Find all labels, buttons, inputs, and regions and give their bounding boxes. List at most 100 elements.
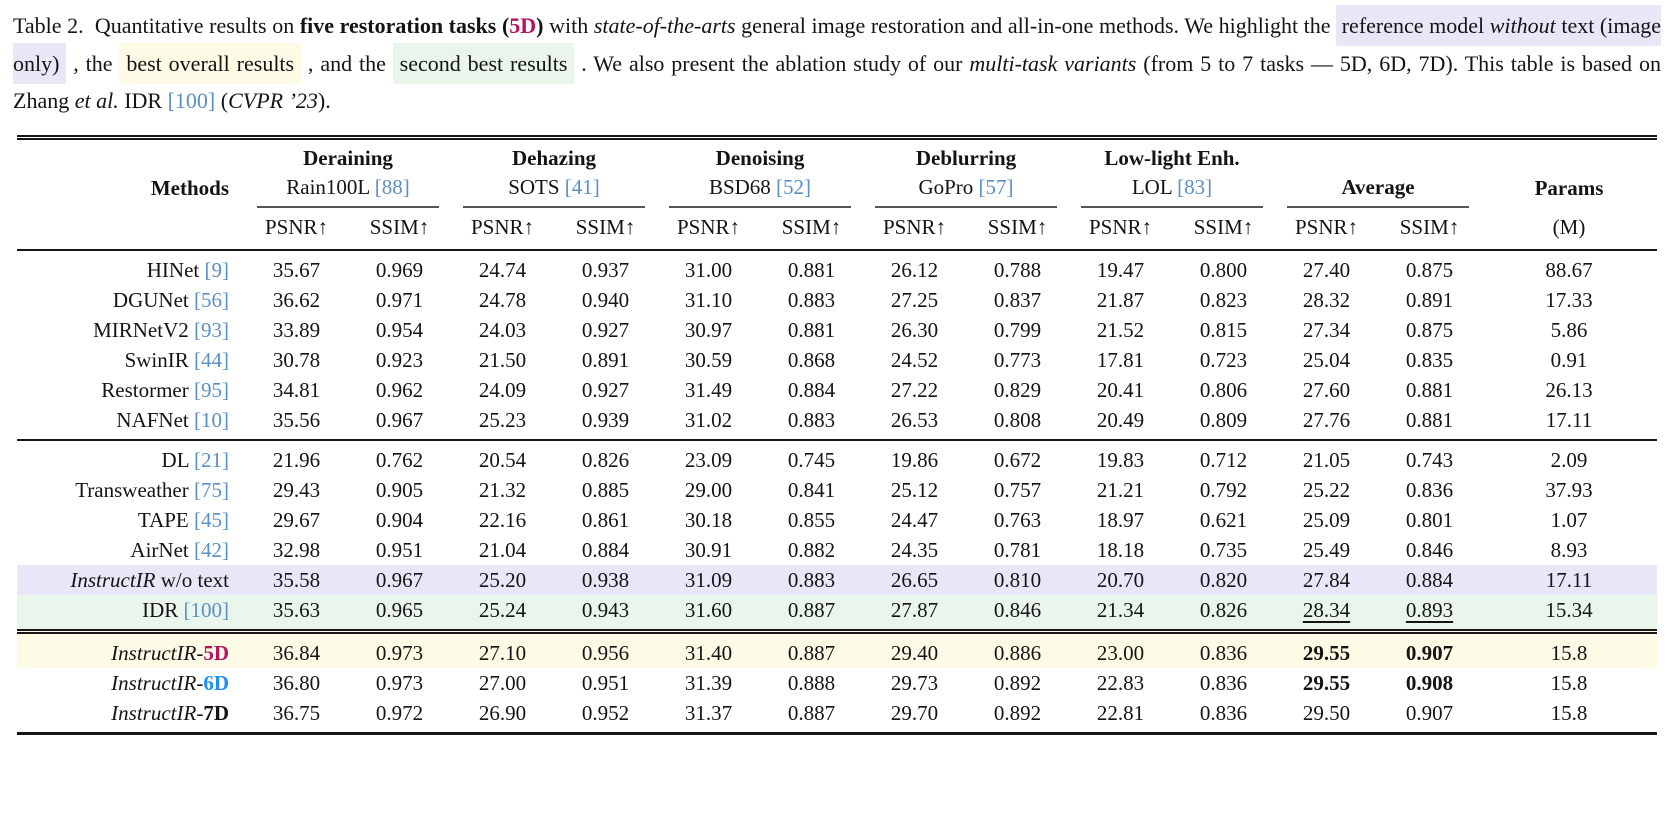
table-row: Restormer [95] 34.81 0.962 24.09 0.927 31.49 0… bbox=[17, 375, 1657, 405]
col-header-ssim: SSIM↑ bbox=[1193, 214, 1254, 239]
dataset-name: Rain100L bbox=[286, 174, 370, 199]
citation-link[interactable]: [100] bbox=[183, 597, 230, 622]
metric-value: 0.875 bbox=[1405, 317, 1454, 342]
metric-value: 17.33 bbox=[1545, 287, 1593, 312]
citation-link[interactable]: [57] bbox=[978, 174, 1014, 199]
caption-segment: . We also present the ablation study of … bbox=[574, 50, 970, 76]
method-name: Restormer bbox=[101, 377, 194, 402]
metric-value: 27.22 bbox=[890, 377, 939, 402]
caption-segment: multi-task variants bbox=[969, 50, 1137, 76]
citation-link[interactable]: [9] bbox=[204, 257, 230, 282]
task-label: Dehazing bbox=[512, 145, 596, 170]
column-rule bbox=[1081, 205, 1263, 208]
metric-value: 15.8 bbox=[1550, 700, 1588, 725]
citation-link[interactable]: [93] bbox=[194, 317, 229, 342]
citation-link[interactable]: [52] bbox=[776, 174, 812, 199]
metric-value: 15.8 bbox=[1550, 640, 1588, 665]
metric-value: 0.855 bbox=[787, 507, 836, 532]
metric-value: 31.37 bbox=[684, 700, 733, 725]
metric-value: 26.30 bbox=[890, 317, 939, 342]
metric-value: 34.81 bbox=[272, 377, 321, 402]
metric-value: 15.34 bbox=[1545, 597, 1593, 622]
citation-link[interactable]: [45] bbox=[194, 507, 229, 532]
metric-value: 0.881 bbox=[787, 257, 836, 282]
caption-segment: five restoration tasks ( bbox=[299, 13, 510, 38]
metric-value: 0.891 bbox=[581, 347, 630, 372]
citation-link[interactable]: [100] bbox=[167, 88, 216, 113]
metric-value: 27.40 bbox=[1302, 257, 1351, 282]
citation-link[interactable]: [42] bbox=[194, 537, 229, 562]
caption-segment: (from 5 to 7 tasks — 5D, 6D, 7D). This t… bbox=[13, 50, 1661, 114]
metric-value: 0.887 bbox=[787, 640, 836, 665]
metric-value: 0.973 bbox=[375, 670, 424, 695]
column-rule bbox=[875, 205, 1057, 208]
metric-value: 0.927 bbox=[581, 377, 630, 402]
metric-value: 21.21 bbox=[1096, 477, 1145, 502]
metric-value: 0.808 bbox=[993, 407, 1042, 432]
metric-value: 0.884 bbox=[787, 377, 836, 402]
metric-value: 0.938 bbox=[581, 567, 630, 592]
citation-link[interactable]: [21] bbox=[194, 447, 229, 472]
caption-segment: Table 2. Quantitative results on bbox=[13, 13, 300, 38]
metric-value: 23.00 bbox=[1096, 640, 1145, 665]
citation-link[interactable]: [41] bbox=[564, 174, 600, 199]
metric-value: 24.03 bbox=[478, 317, 527, 342]
table-caption: Table 2. Quantitative results on five re… bbox=[13, 5, 1661, 120]
caption-segment: IDR bbox=[118, 88, 168, 113]
metric-value: 21.05 bbox=[1302, 447, 1351, 472]
metric-value: 28.34 bbox=[1302, 597, 1351, 622]
dataset-header-rain100l: Rain100L [88] bbox=[245, 171, 451, 208]
caption-segment: second best results bbox=[392, 42, 575, 84]
col-header-params-unit: (M) bbox=[1552, 214, 1586, 239]
task-label: Denoising bbox=[715, 145, 805, 170]
caption-segment: without bbox=[1489, 5, 1556, 46]
table-row: DL [21] 21.96 0.762 20.54 0.826 23.09 0.745 19.… bbox=[17, 440, 1657, 475]
metric-header-row: PSNR↑ SSIM↑ PSNR↑ SSIM↑ PSNR↑ SSIM↑ PSNR… bbox=[17, 208, 1657, 250]
col-header-ssim: SSIM↑ bbox=[987, 214, 1048, 239]
citation-link[interactable]: [88] bbox=[374, 174, 410, 199]
col-header-ssim: SSIM↑ bbox=[781, 214, 842, 239]
metric-value: 26.65 bbox=[890, 567, 939, 592]
method-name: 7D bbox=[203, 700, 229, 725]
task-header-deraining: Deraining bbox=[245, 137, 451, 171]
metric-value: 0.971 bbox=[375, 287, 424, 312]
column-rule bbox=[1287, 205, 1469, 208]
metric-value: 0.923 bbox=[375, 347, 424, 372]
metric-value: 0.757 bbox=[993, 477, 1042, 502]
metric-value: 0.881 bbox=[787, 317, 836, 342]
metric-value: 0.952 bbox=[581, 700, 630, 725]
metric-value: 0.887 bbox=[787, 597, 836, 622]
citation-link[interactable]: [10] bbox=[194, 407, 229, 432]
spacer-cell bbox=[17, 137, 245, 171]
method-name: InstructIR bbox=[111, 640, 197, 665]
method-name: InstructIR bbox=[111, 670, 197, 695]
metric-value: 31.60 bbox=[684, 597, 733, 622]
metric-value: 0.884 bbox=[1405, 567, 1454, 592]
metric-value: 26.90 bbox=[478, 700, 527, 725]
metric-value: 0.973 bbox=[375, 640, 424, 665]
metric-value: 0.861 bbox=[581, 507, 630, 532]
citation-link[interactable]: [75] bbox=[194, 477, 229, 502]
metric-value: 21.50 bbox=[478, 347, 527, 372]
metric-value: 22.83 bbox=[1096, 670, 1145, 695]
task-header-row: Deraining Dehazing Denoising Deblurring … bbox=[17, 137, 1657, 171]
citation-link[interactable]: [83] bbox=[1177, 174, 1213, 199]
dataset-name: LOL bbox=[1131, 174, 1172, 199]
method-name: IDR bbox=[142, 597, 184, 622]
metric-value: 21.32 bbox=[478, 477, 527, 502]
method-name: MIRNetV2 bbox=[93, 317, 194, 342]
metric-value: 0.886 bbox=[993, 640, 1042, 665]
citation-link[interactable]: [56] bbox=[194, 287, 229, 312]
dataset-header-bsd68: BSD68 [52] bbox=[657, 171, 863, 208]
metric-value: 27.60 bbox=[1302, 377, 1351, 402]
col-header-psnr: PSNR↑ bbox=[1088, 214, 1153, 239]
citation-link[interactable]: [44] bbox=[194, 347, 229, 372]
metric-value: 0.939 bbox=[581, 407, 630, 432]
method-cell: TAPE [45] bbox=[17, 505, 245, 535]
table-row: InstructIR-6D 36.80 0.973 27.00 0.951 31.39 0.… bbox=[17, 668, 1657, 698]
metric-value: 36.75 bbox=[272, 700, 321, 725]
citation-link[interactable]: [95] bbox=[194, 377, 229, 402]
caption-segment: state-of-the-arts bbox=[593, 13, 736, 38]
metric-value: 27.84 bbox=[1302, 567, 1351, 592]
metric-value: 0.773 bbox=[993, 347, 1042, 372]
